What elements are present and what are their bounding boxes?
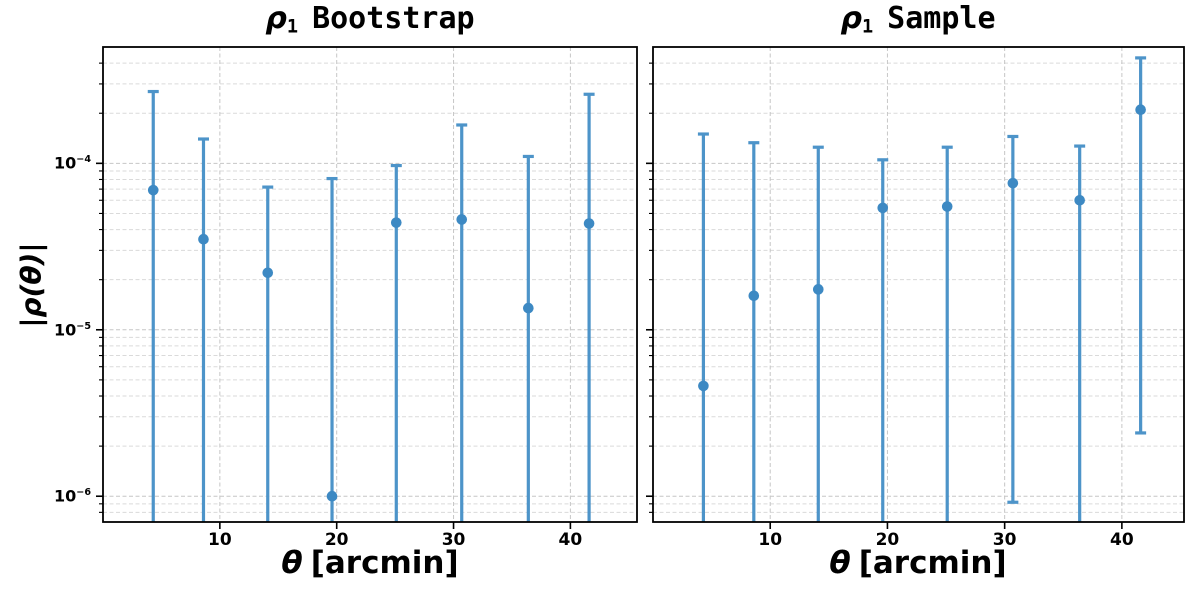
theta-symbol: θ	[281, 545, 303, 581]
right-panel-title: ρ1 Sample	[840, 1, 995, 38]
panel-bootstrap	[96, 46, 638, 529]
axes-border	[102, 46, 638, 523]
left-panel-title: ρ1 Bootstrap	[265, 1, 474, 38]
data-point	[390, 217, 402, 228]
y-tick-label: 10−4	[54, 153, 91, 173]
data-point	[877, 202, 889, 214]
x-tick-label: 30	[992, 530, 1017, 550]
panel-sample	[646, 46, 1185, 529]
data-point	[748, 290, 760, 302]
x-tick-label: 20	[875, 530, 900, 550]
rho-symbol: ρ	[840, 1, 862, 36]
data-point	[326, 490, 338, 502]
data-point	[262, 267, 274, 279]
x-tick-label: 30	[441, 530, 466, 550]
data-point	[147, 184, 159, 196]
data-point	[812, 284, 824, 295]
x-tick-label: 10	[208, 530, 232, 550]
x-tick-label: 20	[324, 530, 349, 550]
left-x-axis-label-unit: [arcmin]	[310, 545, 459, 581]
y-axis-label-text: |ρ(θ)|	[14, 242, 48, 328]
data-point	[1135, 104, 1146, 116]
rho-subscript: 1	[286, 16, 299, 38]
right-x-axis-label: θ [arcmin]	[829, 545, 1006, 581]
data-point	[523, 302, 534, 314]
axes-border	[652, 46, 1185, 523]
theta-symbol: θ	[829, 545, 851, 581]
data-point	[198, 233, 209, 245]
y-tick-label: 10−6	[54, 486, 91, 506]
left-panel-title-text: Bootstrap	[312, 1, 475, 36]
right-x-axis-label-unit: [arcmin]	[858, 545, 1007, 581]
data-point	[456, 214, 468, 225]
left-x-axis-label: θ [arcmin]	[281, 545, 458, 581]
y-tick-label: 10−5	[54, 320, 91, 340]
rho-symbol: ρ	[265, 1, 287, 36]
data-point	[941, 201, 953, 212]
right-panel-title-text: Sample	[887, 1, 996, 36]
y-axis-label: |ρ(θ)|	[15, 242, 48, 327]
data-point	[583, 218, 595, 229]
x-tick-label: 40	[558, 530, 583, 550]
data-point	[1074, 194, 1085, 206]
data-point	[698, 380, 709, 392]
x-tick-label: 10	[758, 530, 783, 550]
x-tick-label: 40	[1110, 530, 1134, 550]
rho-subscript: 1	[861, 16, 874, 38]
data-point	[1007, 177, 1019, 189]
